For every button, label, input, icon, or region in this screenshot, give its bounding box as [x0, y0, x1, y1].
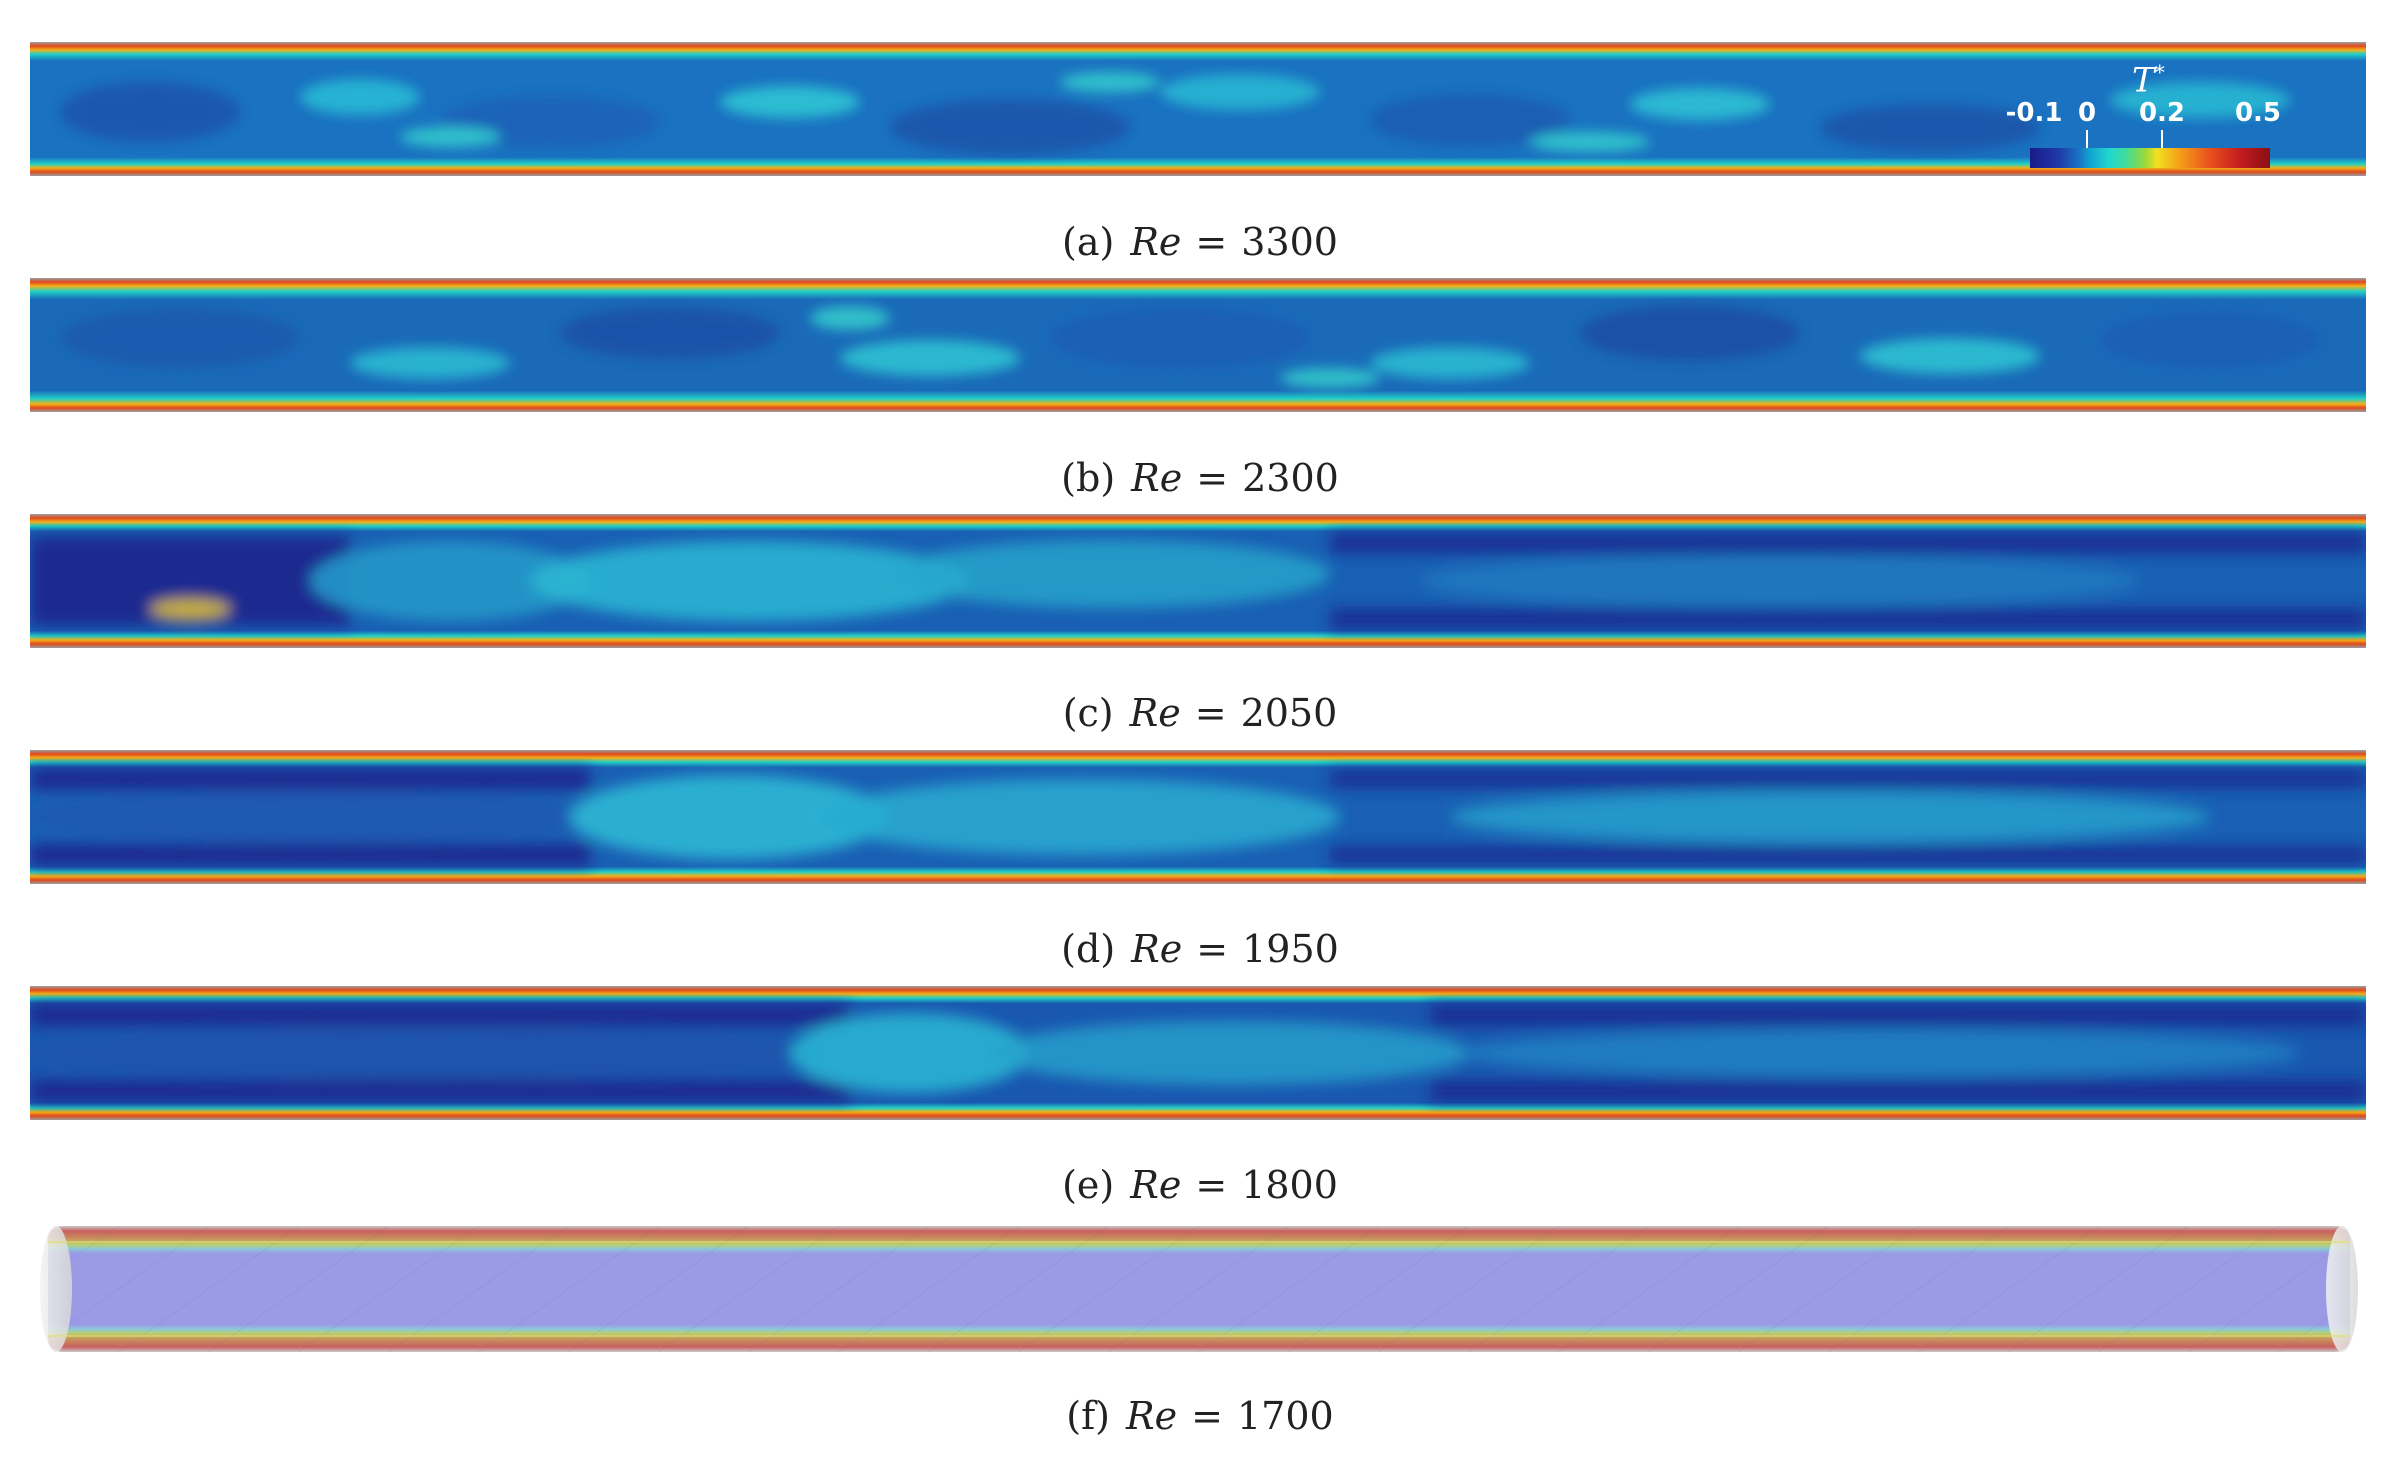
caption-re-symbol: Re: [1130, 220, 1182, 264]
colorbar-tick-label: -0.1: [2005, 98, 2063, 128]
caption-re-value: 1700: [1236, 1394, 1334, 1438]
caption-re-symbol: Re: [1130, 1163, 1182, 1207]
caption-re-value: 1800: [1241, 1163, 1338, 1207]
caption-re-symbol: Re: [1126, 1394, 1178, 1438]
caption-equals: =: [1195, 220, 1228, 264]
colorbar-tick-label: 0.2: [2138, 98, 2186, 128]
colorbar-tick-mark: [2161, 130, 2163, 150]
field-panel-b: [30, 278, 2366, 412]
panel-caption-f: (f) Re = 1700: [0, 1396, 2400, 1436]
caption-re-symbol: Re: [1131, 456, 1183, 500]
temperature-field-d: [30, 750, 2366, 884]
caption-re-value: 3300: [1241, 220, 1338, 264]
caption-re-value: 2050: [1240, 691, 1338, 735]
colorbar-tick-label: 0: [2077, 98, 2097, 128]
caption-re-symbol: Re: [1131, 927, 1183, 971]
caption-equals: =: [1194, 691, 1227, 735]
caption-re-value: 2300: [1242, 456, 1339, 500]
colorbar-title: T*: [2132, 60, 2165, 101]
caption-label: (a): [1062, 220, 1115, 264]
temperature-field-b: [30, 278, 2366, 412]
temperature-field-c: [30, 514, 2366, 648]
laminar-pipe-render: [40, 1226, 2358, 1352]
field-panel-f: [34, 1222, 2364, 1356]
panel-caption-e: (e) Re = 1800: [0, 1165, 2400, 1205]
caption-re-symbol: Re: [1129, 691, 1181, 735]
field-panel-e: [30, 986, 2366, 1120]
caption-re-value: 1950: [1242, 927, 1339, 971]
panel-caption-b: (b) Re = 2300: [0, 458, 2400, 498]
field-panel-c: [30, 514, 2366, 648]
colorbar-tick-mark: [2086, 130, 2088, 150]
caption-label: (f): [1066, 1394, 1111, 1438]
caption-equals: =: [1191, 1394, 1223, 1438]
colorbar-tick-label: 0.5: [2234, 98, 2282, 128]
colorbar-gradient: [2030, 148, 2270, 168]
panel-caption-d: (d) Re = 1950: [0, 929, 2400, 969]
caption-equals: =: [1196, 927, 1229, 971]
caption-label: (b): [1061, 456, 1116, 500]
temperature-field-e: [30, 986, 2366, 1120]
caption-label: (e): [1062, 1163, 1115, 1207]
temperature-field-a: [30, 42, 2366, 176]
caption-label: (d): [1061, 927, 1116, 971]
field-panel-d: [30, 750, 2366, 884]
caption-equals: =: [1196, 456, 1229, 500]
field-panel-a: [30, 42, 2366, 176]
panel-caption-c: (c) Re = 2050: [0, 693, 2400, 733]
panel-caption-a: (a) Re = 3300: [0, 222, 2400, 262]
colorbar: T* -0.1 0 0.2 0.5: [2006, 60, 2282, 175]
caption-label: (c): [1062, 691, 1114, 735]
caption-equals: =: [1195, 1163, 1228, 1207]
